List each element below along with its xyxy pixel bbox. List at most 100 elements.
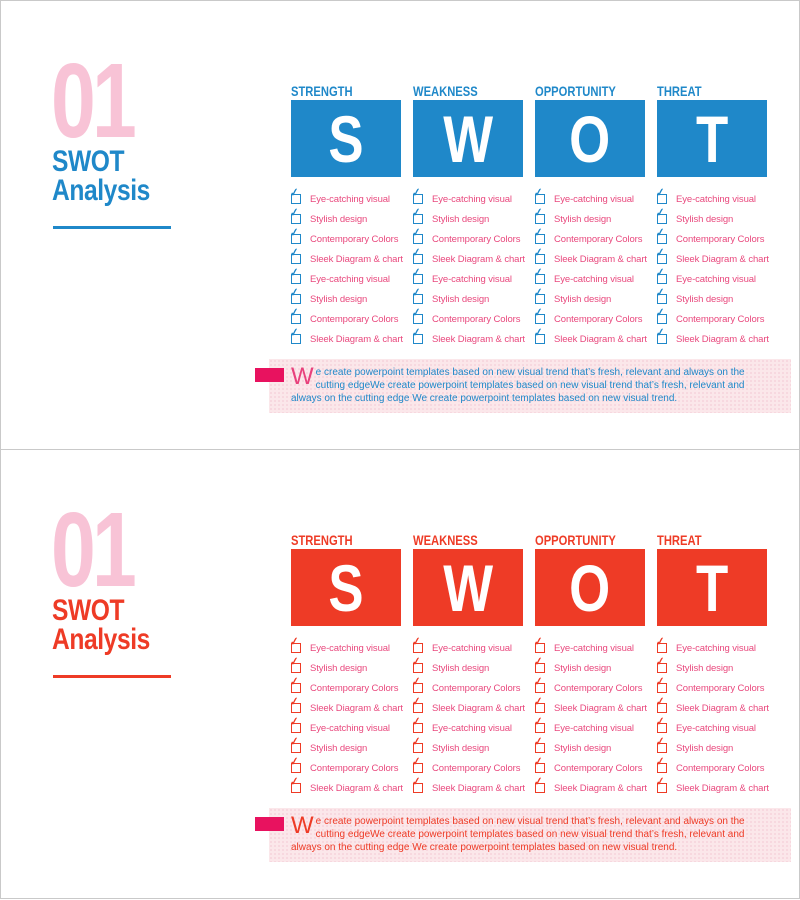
checklist-item: Sleek Diagram & chart xyxy=(413,329,525,349)
checklist-item-label: Contemporary Colors xyxy=(676,233,765,245)
checklist-item: Eye-catching visual xyxy=(657,638,767,658)
checklist-item-label: Contemporary Colors xyxy=(310,313,399,325)
checklist-item: Eye-catching visual xyxy=(657,189,767,209)
checklist-item-label: Contemporary Colors xyxy=(676,762,765,774)
column-header: STRENGTH xyxy=(291,532,353,548)
checklist-item-label: Sleek Diagram & chart xyxy=(310,333,403,345)
swot-column-weakness: WEAKNESS W Eye-catching visual Stylish desi… xyxy=(413,83,525,349)
checkbox-icon xyxy=(291,214,301,224)
swot-letter: T xyxy=(695,101,729,176)
section-number: 01 xyxy=(51,42,137,160)
checklist-item-label: Contemporary Colors xyxy=(432,682,521,694)
checklist: Eye-catching visual Stylish design Contemp… xyxy=(291,189,403,349)
checklist-item: Contemporary Colors xyxy=(657,758,767,778)
checklist: Eye-catching visual Stylish design Contemp… xyxy=(413,638,525,798)
checklist-item: Sleek Diagram & chart xyxy=(413,249,525,269)
slide-title-line1: SWOT xyxy=(52,145,125,178)
checklist-item-label: Eye-catching visual xyxy=(554,273,634,285)
swot-letter: W xyxy=(443,101,493,176)
checklist-item-label: Stylish design xyxy=(432,742,490,754)
checkbox-icon xyxy=(657,743,667,753)
checkbox-icon xyxy=(291,314,301,324)
column-header: THREAT xyxy=(657,83,702,99)
checklist: Eye-catching visual Stylish design Contemp… xyxy=(535,638,647,798)
checklist-item-label: Sleek Diagram & chart xyxy=(554,782,647,794)
slide-title-line2: Analysis xyxy=(52,174,150,207)
checklist-item: Contemporary Colors xyxy=(535,229,645,249)
checklist-item: Contemporary Colors xyxy=(535,309,645,329)
checkbox-icon xyxy=(657,643,667,653)
column-header: WEAKNESS xyxy=(413,83,478,99)
swot-column-strength: STRENGTH S Eye-catching visual Stylish desi… xyxy=(291,83,403,349)
checklist-item: Eye-catching visual xyxy=(535,638,645,658)
checklist-item: Sleek Diagram & chart xyxy=(657,698,769,718)
checkbox-icon xyxy=(535,783,545,793)
checkbox-icon xyxy=(413,683,423,693)
checkbox-icon xyxy=(657,703,667,713)
checklist-item: Eye-catching visual xyxy=(413,189,523,209)
swot-letter: S xyxy=(328,550,364,625)
checklist-item: Eye-catching visual xyxy=(535,269,645,289)
checklist-item-label: Stylish design xyxy=(310,213,368,225)
checklist-item-label: Contemporary Colors xyxy=(310,233,399,245)
checklist-item: Contemporary Colors xyxy=(413,758,523,778)
checkbox-icon xyxy=(413,294,423,304)
checkbox-icon xyxy=(657,783,667,793)
checklist-item: Stylish design xyxy=(535,209,645,229)
checklist-item-label: Sleek Diagram & chart xyxy=(310,782,403,794)
checklist-item: Contemporary Colors xyxy=(535,758,645,778)
checklist: Eye-catching visual Stylish design Contemp… xyxy=(413,189,525,349)
checklist-item: Sleek Diagram & chart xyxy=(657,778,769,798)
checkbox-icon xyxy=(657,194,667,204)
checklist-item-label: Sleek Diagram & chart xyxy=(554,702,647,714)
checklist-item: Stylish design xyxy=(535,289,645,309)
checklist-item: Sleek Diagram & chart xyxy=(535,249,647,269)
footer-dropcap: W xyxy=(291,363,314,390)
checklist-item-label: Contemporary Colors xyxy=(432,313,521,325)
checkbox-icon xyxy=(291,294,301,304)
swot-letter: O xyxy=(569,550,611,625)
swot-column-strength: STRENGTH S Eye-catching visual Stylish desi… xyxy=(291,532,403,798)
checklist-item: Eye-catching visual xyxy=(657,718,767,738)
checkbox-icon xyxy=(657,683,667,693)
checklist-item-label: Stylish design xyxy=(554,662,612,674)
footer-accent-tab xyxy=(255,817,284,831)
checkbox-icon xyxy=(657,663,667,673)
checklist-item-label: Eye-catching visual xyxy=(432,642,512,654)
slide-title: SWOT Analysis xyxy=(52,145,150,207)
checklist-item-label: Eye-catching visual xyxy=(432,193,512,205)
checklist-item-label: Stylish design xyxy=(310,293,368,305)
checkbox-icon xyxy=(291,783,301,793)
column-header: OPPORTUNITY xyxy=(535,532,616,548)
checklist-item-label: Sleek Diagram & chart xyxy=(676,333,769,345)
checkbox-icon xyxy=(413,663,423,673)
slide-title-line2: Analysis xyxy=(52,623,150,656)
checkbox-icon xyxy=(291,683,301,693)
checklist-item: Eye-catching visual xyxy=(413,638,523,658)
checkbox-icon xyxy=(413,214,423,224)
checklist-item: Contemporary Colors xyxy=(291,678,401,698)
checklist-item: Sleek Diagram & chart xyxy=(291,329,403,349)
checklist-item-label: Sleek Diagram & chart xyxy=(310,702,403,714)
checkbox-icon xyxy=(535,743,545,753)
checklist-item: Contemporary Colors xyxy=(291,229,401,249)
checklist-item: Eye-catching visual xyxy=(291,638,401,658)
checklist-item: Contemporary Colors xyxy=(657,678,767,698)
checkbox-icon xyxy=(291,194,301,204)
checklist-item-label: Contemporary Colors xyxy=(554,762,643,774)
checkbox-icon xyxy=(657,214,667,224)
checkbox-icon xyxy=(657,274,667,284)
checkbox-icon xyxy=(535,703,545,713)
swot-letter: O xyxy=(569,101,611,176)
checkbox-icon xyxy=(413,314,423,324)
checklist-item-label: Sleek Diagram & chart xyxy=(432,253,525,265)
checklist-item-label: Stylish design xyxy=(554,213,612,225)
footer-accent-tab xyxy=(255,368,284,382)
checkbox-icon xyxy=(413,783,423,793)
slide-swot-red: 01 SWOT Analysis STRENGTH S Eye-catching v… xyxy=(0,449,800,899)
checklist: Eye-catching visual Stylish design Contemp… xyxy=(657,189,769,349)
checklist-item: Contemporary Colors xyxy=(291,758,401,778)
checklist-item-label: Sleek Diagram & chart xyxy=(310,253,403,265)
checklist-item-label: Sleek Diagram & chart xyxy=(676,253,769,265)
